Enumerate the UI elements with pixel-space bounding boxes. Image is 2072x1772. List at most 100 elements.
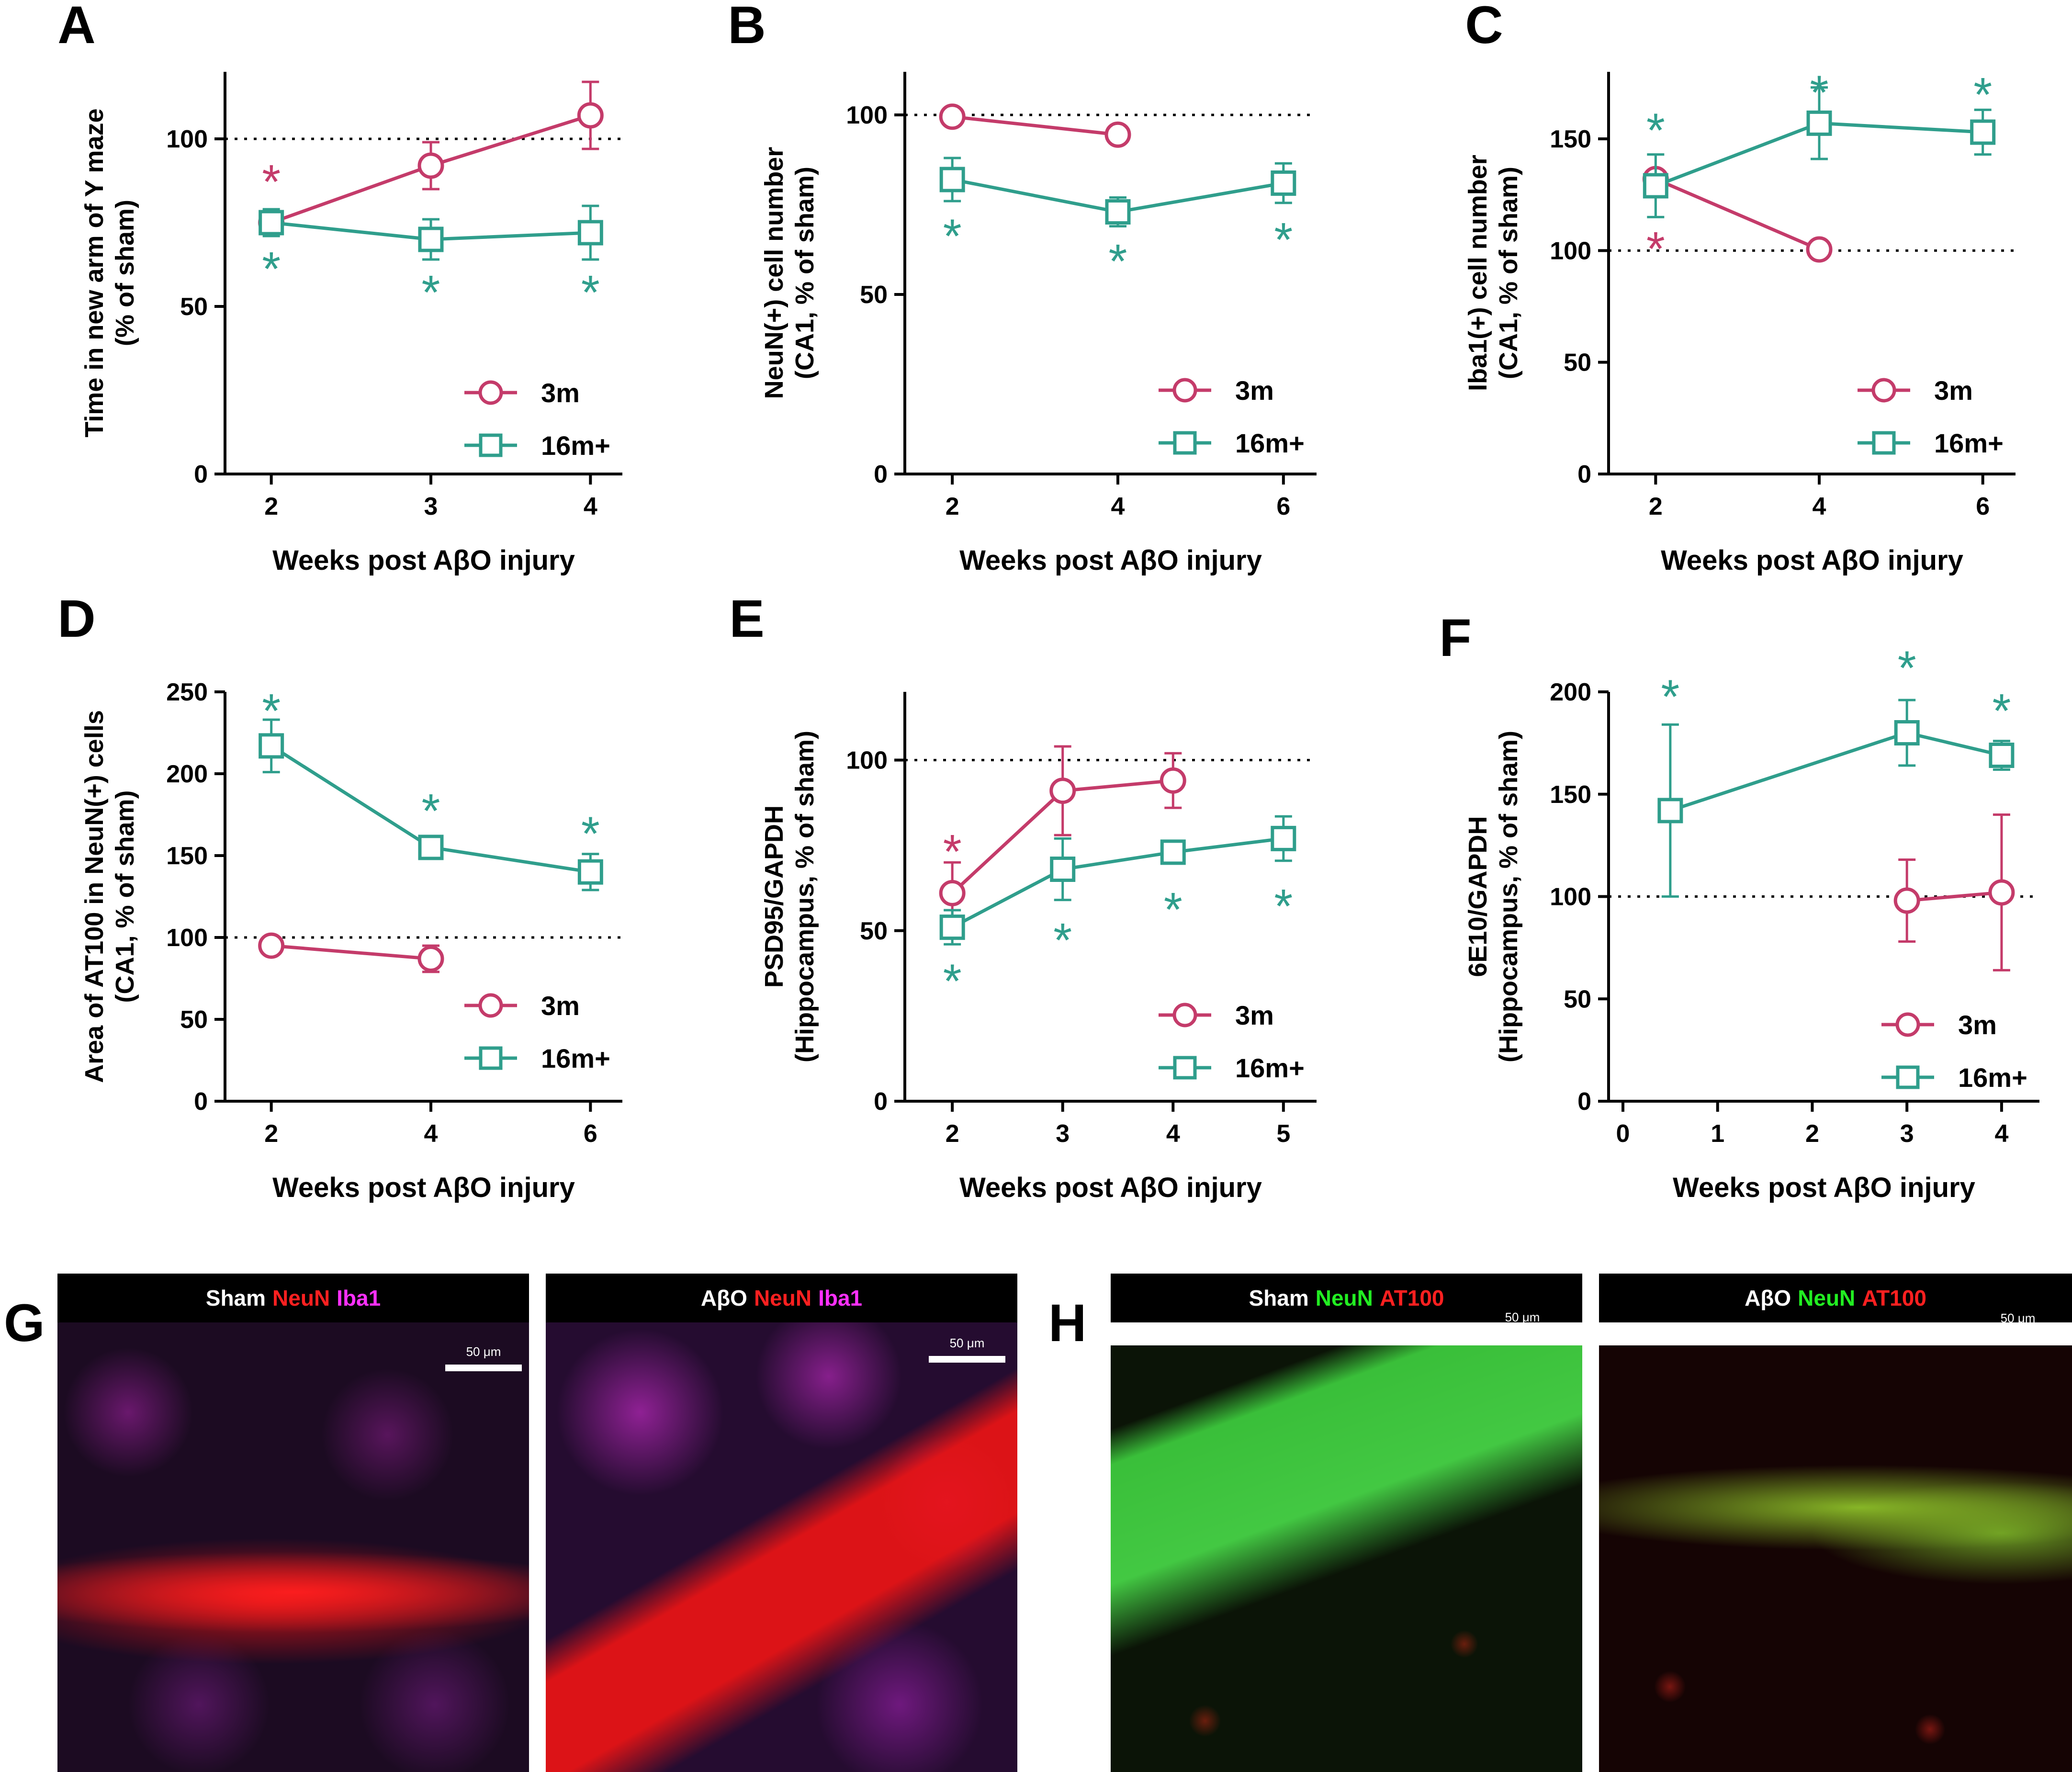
legend-marker	[1172, 1003, 1197, 1027]
micrograph-image	[1599, 1345, 2072, 1772]
x-tick-label: 1	[1711, 1120, 1724, 1148]
significance-star: *	[1109, 235, 1127, 288]
data-point	[1806, 236, 1833, 263]
y-tick-label: 100	[846, 747, 888, 775]
scale-label: 50 μm	[949, 1336, 985, 1350]
significance-star: *	[262, 684, 281, 738]
series-line-3m	[952, 115, 1118, 136]
y-tick-label: 0	[874, 461, 888, 488]
micrograph-g-abo: AβO NeuN Iba1 50 μm	[546, 1274, 1017, 1772]
data-point	[1894, 720, 1920, 745]
panel-letter-g: G	[4, 1294, 45, 1353]
group-label: AβO	[1745, 1286, 1791, 1310]
legend-label: 3m	[1235, 375, 1274, 406]
legend-label: 16m+	[1235, 1053, 1305, 1083]
x-tick-label: 4	[584, 493, 597, 520]
legend-marker	[1872, 431, 1896, 455]
significance-star: *	[1898, 641, 1916, 695]
stain2-label: Iba1	[337, 1286, 381, 1310]
chart-b: B 0 50 100 2 4 6 Weeks post AβO injury NeuN(+) c…	[728, 0, 1317, 576]
stain1-label: NeuN	[754, 1286, 812, 1310]
x-tick-label: 2	[946, 493, 959, 520]
panel-letter: E	[729, 589, 764, 648]
x-tick-label: 2	[264, 1120, 278, 1148]
data-point	[939, 914, 965, 940]
y-axis-label: Iba1(+) cell number	[1464, 155, 1492, 391]
data-point	[1160, 839, 1186, 865]
y-axis-label: Area of AT100 in NeuN(+) cells	[80, 710, 109, 1083]
data-point	[418, 835, 444, 860]
significance-star: *	[1646, 104, 1665, 158]
legend-marker	[1896, 1065, 1920, 1089]
y-tick-label: 0	[874, 1088, 888, 1116]
y-tick-label: 50	[1564, 985, 1591, 1013]
chart-c: C 0 50 100 150 2 4 6 Weeks post AβO injury Iba1(+…	[1464, 0, 2016, 576]
y-tick-label: 200	[1550, 678, 1591, 706]
y-tick-label: 150	[1550, 125, 1591, 153]
data-point	[1657, 798, 1683, 824]
legend-marker	[478, 993, 503, 1018]
data-point	[1893, 887, 1920, 914]
x-tick-label: 4	[1813, 493, 1826, 520]
micrograph-header: AβO NeuN AT100	[1599, 1274, 2072, 1322]
stain1-label: NeuN	[1315, 1286, 1373, 1310]
y-tick-label: 0	[1577, 461, 1591, 488]
x-tick-label: 6	[584, 1120, 597, 1148]
data-point	[577, 220, 603, 246]
stain1-label: NeuN	[1798, 1286, 1856, 1310]
x-tick-label: 0	[1616, 1120, 1630, 1148]
legend-label: 16m+	[1934, 428, 2004, 458]
significance-star: *	[422, 266, 440, 319]
x-axis-label: Weeks post AβO injury	[1661, 545, 1963, 576]
x-tick-label: 6	[1976, 493, 1990, 520]
y-axis-label: (% of sham)	[111, 200, 139, 346]
legend-label: 16m+	[1958, 1062, 2027, 1093]
data-point	[417, 152, 444, 179]
y-tick-label: 50	[1564, 349, 1591, 377]
legend-marker	[478, 380, 503, 405]
data-point	[1806, 110, 1832, 136]
y-tick-label: 0	[1577, 1088, 1591, 1116]
legend-label: 16m+	[541, 1043, 610, 1073]
data-point	[417, 945, 444, 972]
x-tick-label: 4	[1994, 1120, 2008, 1148]
y-tick-label: 100	[1550, 883, 1591, 911]
y-axis-label: PSD95/GAPDH	[760, 805, 788, 988]
micrograph-header: Sham NeuN Iba1	[57, 1274, 529, 1322]
x-axis-label: Weeks post AβO injury	[272, 1172, 575, 1203]
x-tick-label: 6	[1276, 493, 1290, 520]
y-axis-label: (Hippocampus, % of sham)	[1494, 731, 1523, 1062]
panel-letter: F	[1439, 609, 1471, 667]
significance-star: *	[581, 266, 600, 319]
legend-marker	[1871, 378, 1896, 403]
y-axis-label: (Hippocampus, % of sham)	[790, 731, 819, 1062]
x-axis-label: Weeks post AβO injury	[959, 1172, 1262, 1203]
y-axis-label: (CA1, % of sham)	[111, 790, 139, 1003]
x-tick-label: 3	[1900, 1120, 1914, 1148]
y-tick-label: 50	[180, 1006, 208, 1034]
y-tick-label: 150	[166, 842, 208, 870]
data-point	[1989, 743, 2015, 768]
y-axis-label: NeuN(+) cell number	[760, 147, 788, 399]
data-point	[1643, 173, 1668, 199]
data-point	[1988, 879, 2015, 906]
x-tick-label: 2	[264, 493, 278, 520]
group-label: AβO	[700, 1286, 747, 1310]
significance-star: *	[1661, 670, 1679, 723]
scale-label: 50 μm	[2000, 1311, 2036, 1325]
significance-star: *	[422, 784, 440, 838]
significance-star: *	[1274, 213, 1293, 267]
scale-bar	[929, 1356, 1005, 1363]
y-tick-label: 0	[194, 1088, 208, 1116]
group-label: Sham	[1249, 1286, 1309, 1310]
panel-letter: C	[1465, 0, 1503, 55]
legend-marker	[479, 1046, 503, 1070]
x-axis-label: Weeks post AβO injury	[1673, 1172, 1975, 1203]
panel-letter: A	[57, 0, 95, 55]
x-tick-label: 4	[1166, 1120, 1180, 1148]
stain1-label: NeuN	[272, 1286, 330, 1310]
micrograph-image	[57, 1322, 529, 1772]
x-tick-label: 2	[1805, 1120, 1819, 1148]
micrograph-g-sham: Sham NeuN Iba1 50 μm	[57, 1274, 529, 1772]
